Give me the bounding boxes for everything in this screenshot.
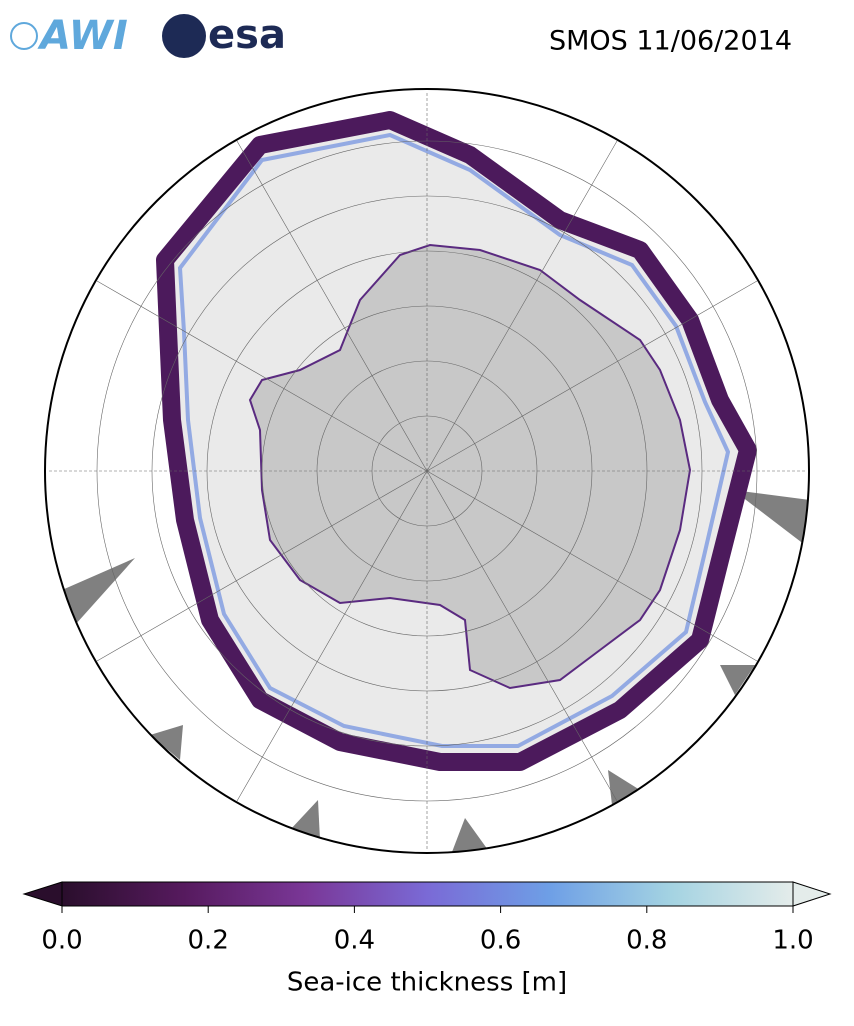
antarctica [248,243,692,690]
colorbar-label: Sea-ice thickness [m] [287,968,567,998]
colorbar-tick-label: 0.6 [480,926,521,956]
map-title: SMOS 11/06/2014 [549,26,792,57]
colorbar: Sea-ice thickness [m] 0.0 0.2 0.4 0.6 0.8 1.0 [22,881,832,998]
esa-globe [162,14,206,58]
colorbar-body [61,881,794,907]
awi-logo: AWI [37,13,128,59]
colorbar-tick-label: 0.8 [626,926,667,956]
colorbar-tick-label: 0.4 [334,926,375,956]
no-data [62,490,809,852]
colorbar-over [792,881,832,907]
map [45,89,809,853]
colorbar-tick-label: 0.2 [188,926,229,956]
map-frame [44,88,810,854]
esa-logo: esa [208,12,286,58]
logos: AWI esa [10,12,286,59]
colorbar-under [22,881,63,907]
awi-globe [10,22,38,50]
graticule [47,91,807,851]
colorbar-tick-label: 1.0 [772,926,813,956]
colorbar-tick-label: 0.0 [41,926,82,956]
